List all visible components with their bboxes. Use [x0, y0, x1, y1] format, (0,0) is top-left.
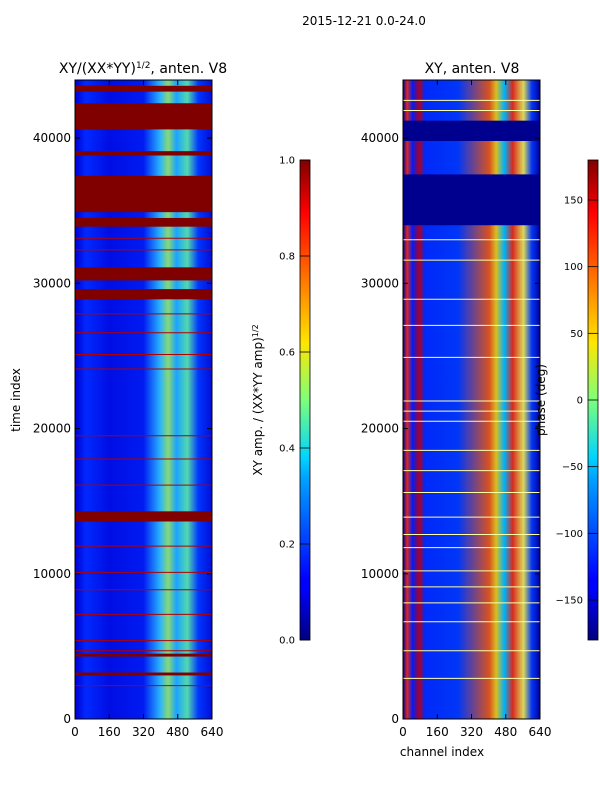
- amp-cb-tick-label: 0.0: [279, 636, 295, 647]
- phase-xtick-label: 320: [460, 725, 483, 739]
- amp-xtick-label: 0: [71, 725, 79, 739]
- phase-xtick-label: 640: [529, 725, 552, 739]
- panel-amplitude: XY/(XX*YY)1/2, anten. V8 0 160 320 480 640 0 1…: [9, 61, 311, 739]
- phase-cb-tick-label: 0: [577, 396, 583, 407]
- amp-cb-tick-label: 1.0: [279, 156, 295, 167]
- phase-colorbar-ticks: −150 −100 −50 0 50 100 150: [556, 196, 598, 607]
- phase-axis-ticks: 0 160 320 480 640 0 10000 20000 30000 40000: [361, 80, 552, 739]
- amp-colorbar: [300, 160, 310, 640]
- phase-cb-tick-label: −150: [556, 596, 583, 607]
- phase-ytick-label: 0: [391, 712, 399, 726]
- phase-ytick-label: 20000: [361, 422, 399, 436]
- phase-colorbar-label: phase (deg): [534, 364, 548, 436]
- amp-ytick-label: 40000: [33, 131, 71, 145]
- phase-title: XY, anten. V8: [425, 61, 520, 77]
- amp-cb-tick-label: 0.4: [279, 444, 295, 455]
- phase-cb-tick-label: 100: [564, 262, 583, 273]
- phase-cb-tick-label: −100: [556, 529, 583, 540]
- amp-high-band: [75, 175, 212, 213]
- amp-ytick-label: 10000: [33, 567, 71, 581]
- amp-xtick-label: 160: [98, 725, 121, 739]
- phase-dark-band: [403, 120, 540, 141]
- phase-ytick-label: 10000: [361, 567, 399, 581]
- amp-high-band: [75, 653, 212, 657]
- phase-xtick-label: 0: [399, 725, 407, 739]
- amp-heatmap: [75, 80, 212, 719]
- phase-ytick-label: 30000: [361, 276, 399, 290]
- amp-ylabel: time index: [9, 368, 23, 432]
- phase-ytick-label: 40000: [361, 131, 399, 145]
- phase-xtick-label: 160: [426, 725, 449, 739]
- phase-cb-tick-label: −50: [562, 462, 583, 473]
- amp-xtick-label: 480: [166, 725, 189, 739]
- amp-ytick-label: 30000: [33, 276, 71, 290]
- amp-xtick-label: 640: [201, 725, 224, 739]
- amp-cb-tick-label: 0.2: [279, 540, 295, 551]
- amp-axis-ticks: 0 160 320 480 640 0 10000 20000 30000 40000: [33, 80, 224, 739]
- amp-high-band: [75, 672, 212, 676]
- phase-cb-tick-label: 150: [564, 196, 583, 207]
- amp-colorbar-ticks: 0.0 0.2 0.4 0.6 0.8 1.0: [279, 156, 310, 647]
- amp-colorbar-label: XY amp. / (XX*YY amp)1/2: [251, 324, 266, 475]
- amp-high-band: [75, 511, 212, 522]
- amp-high-band: [75, 267, 212, 281]
- figure-suptitle: 2015-12-21 0.0-24.0: [302, 14, 426, 28]
- phase-heatmap: [403, 80, 540, 719]
- amp-high-band: [75, 103, 212, 130]
- panel-phase: XY, anten. V8 0 160 320 480 640 0 10000 20000 30…: [361, 61, 599, 759]
- amp-title: XY/(XX*YY)1/2, anten. V8: [59, 61, 227, 77]
- amp-cb-tick-label: 0.6: [279, 348, 295, 359]
- phase-xlabel: channel index: [400, 745, 484, 759]
- amp-high-band: [75, 151, 212, 156]
- amp-high-band: [75, 85, 212, 92]
- amp-ytick-label: 20000: [33, 422, 71, 436]
- amp-cb-tick-label: 0.8: [279, 252, 295, 263]
- amp-high-band: [75, 217, 212, 227]
- phase-cb-tick-label: 50: [570, 329, 583, 340]
- phase-dark-band: [403, 174, 540, 226]
- amp-ytick-label: 0: [63, 712, 71, 726]
- amp-xtick-label: 320: [132, 725, 155, 739]
- phase-xtick-label: 480: [494, 725, 517, 739]
- amp-high-band: [75, 289, 212, 300]
